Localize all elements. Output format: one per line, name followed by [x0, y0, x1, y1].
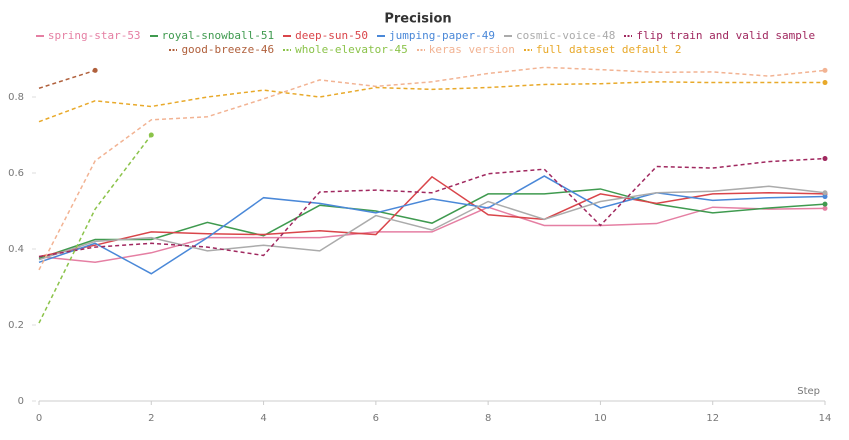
y-tick-label: 0 — [18, 396, 24, 407]
legend: spring-star-53 royal-snowball-51 deep-sun-… — [30, 29, 820, 56]
x-tick-label: 2 — [148, 413, 154, 424]
legend-item[interactable]: good-breeze-46 — [168, 43, 274, 56]
end-point — [822, 201, 828, 207]
legend-label: good-breeze-46 — [181, 43, 275, 56]
x-axis-label: Step — [797, 386, 820, 397]
y-tick-label: 0.8 — [8, 92, 24, 103]
legend-label: keras version — [428, 43, 515, 56]
series-line — [38, 134, 152, 324]
end-point — [822, 156, 828, 162]
series-line — [38, 188, 826, 260]
legend-item[interactable]: jumping-paper-49 — [376, 29, 495, 42]
end-point — [822, 67, 828, 73]
legend-label: jumping-paper-49 — [389, 29, 495, 42]
series-line — [38, 69, 96, 89]
x-tick-label: 0 — [36, 413, 42, 424]
end-point — [822, 205, 828, 211]
legend-marker — [416, 48, 425, 51]
series-line — [38, 81, 825, 123]
end-point — [822, 194, 828, 200]
series-line — [38, 66, 826, 271]
y-tick-label: 0.6 — [8, 168, 24, 179]
x-tick-label: 6 — [373, 413, 379, 424]
legend-item[interactable]: deep-sun-50 — [282, 29, 368, 42]
chart-title: Precision — [384, 12, 451, 27]
series-line — [38, 185, 826, 261]
legend-label: spring-star-53 — [47, 29, 141, 42]
legend-label: cosmic-voice-48 — [515, 29, 616, 42]
legend-marker — [503, 34, 512, 37]
series-line — [38, 175, 826, 258]
end-point — [822, 190, 828, 196]
legend-label: flip train and valid sample — [636, 29, 816, 42]
legend-marker — [35, 34, 44, 37]
x-tick-label: 10 — [594, 413, 607, 424]
legend-label: royal-snowball-51 — [161, 29, 275, 42]
legend-label: whole-elevator-45 — [295, 43, 408, 56]
y-tick-label: 0.4 — [8, 244, 24, 255]
legend-item[interactable]: spring-star-53 — [35, 29, 141, 42]
legend-item[interactable]: flip train and valid sample — [623, 29, 815, 42]
series-line — [38, 157, 826, 258]
legend-marker — [624, 34, 633, 37]
legend-item[interactable]: whole-elevator-45 — [282, 43, 408, 56]
legend-item[interactable]: full dataset default 2 — [523, 43, 682, 56]
legend-marker — [169, 48, 178, 51]
x-tick-label: 12 — [706, 413, 719, 424]
end-point — [822, 80, 828, 86]
legend-item[interactable]: cosmic-voice-48 — [503, 29, 615, 42]
legend-item[interactable]: royal-snowball-51 — [149, 29, 275, 42]
end-point — [92, 67, 98, 73]
legend-marker — [283, 34, 292, 37]
legend-marker — [283, 48, 292, 51]
legend-label: deep-sun-50 — [295, 29, 369, 42]
series-line — [38, 206, 826, 264]
legend-marker — [523, 48, 532, 51]
end-point — [148, 132, 154, 138]
series-line — [38, 175, 826, 275]
legend-item[interactable]: keras version — [416, 43, 515, 56]
x-tick-label: 14 — [819, 413, 832, 424]
legend-label: full dataset default 2 — [535, 43, 682, 56]
legend-marker — [377, 34, 386, 37]
x-tick-label: 8 — [485, 413, 491, 424]
y-tick-label: 0.2 — [8, 320, 24, 331]
legend-marker — [149, 34, 158, 37]
x-tick-label: 4 — [260, 413, 266, 424]
